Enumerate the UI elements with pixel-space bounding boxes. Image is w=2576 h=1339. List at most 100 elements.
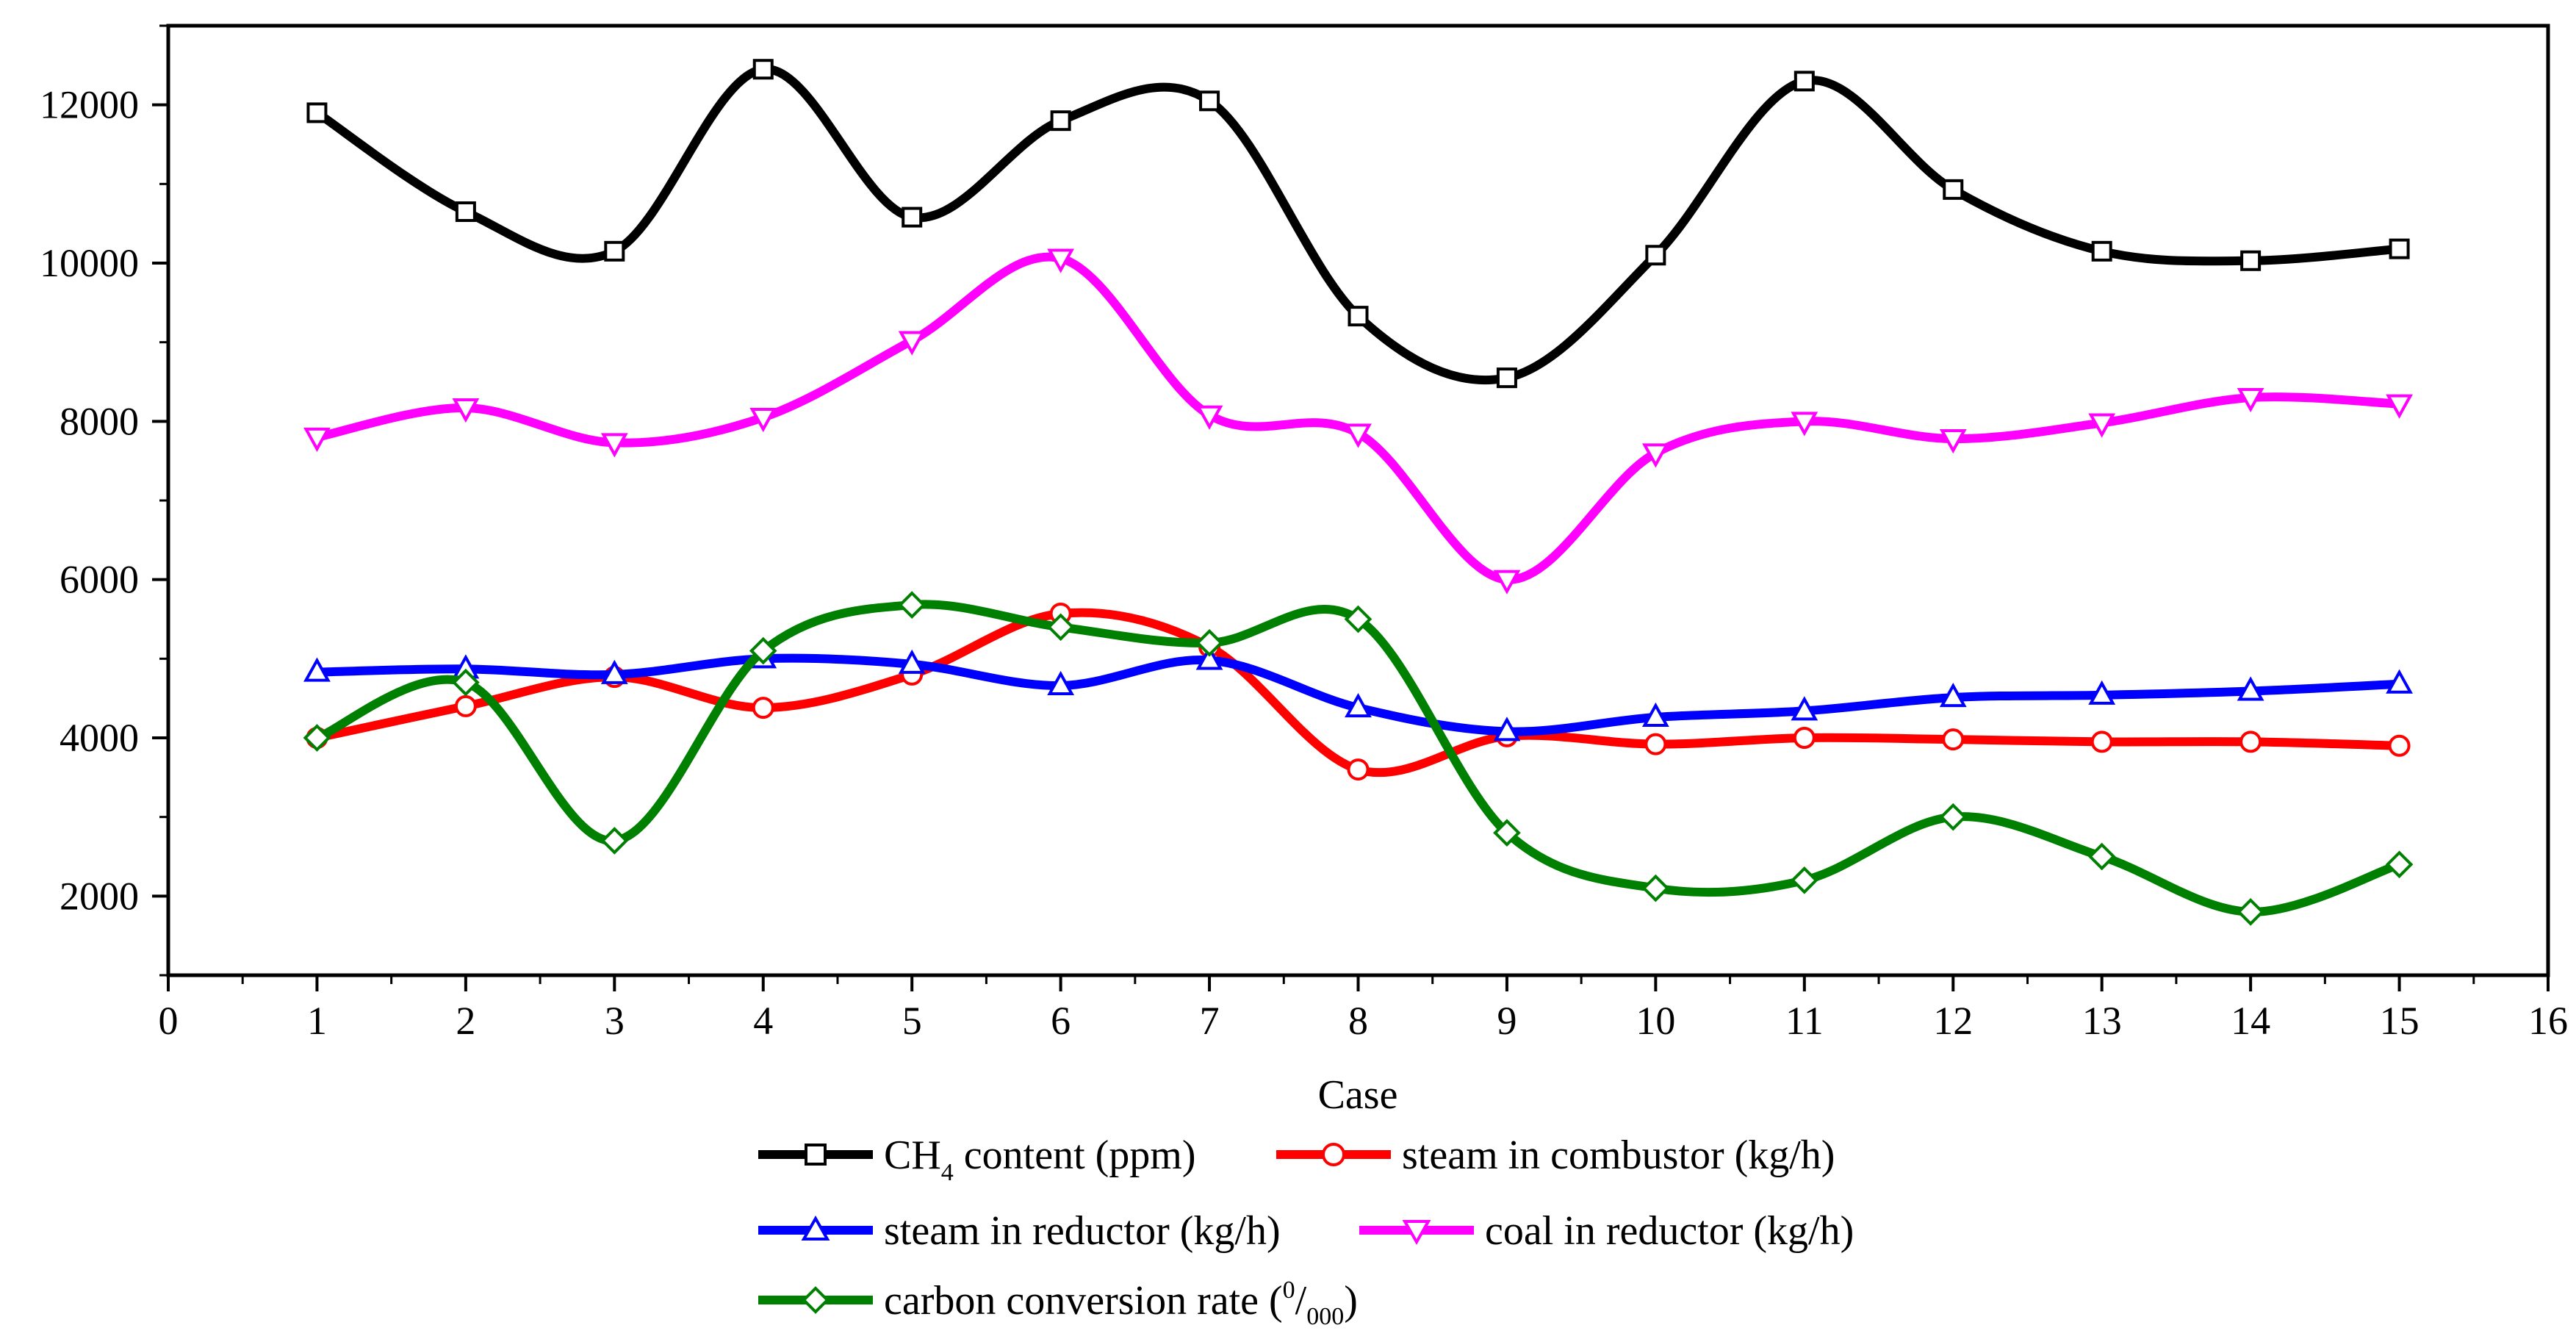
data-point-triangle-down [2237, 388, 2264, 413]
x-tick-label: 12 [1933, 999, 1973, 1043]
y-tick-label: 2000 [60, 874, 139, 918]
x-tick-label: 13 [2082, 999, 2122, 1043]
data-point-square [752, 59, 774, 80]
series-0 [306, 59, 2410, 389]
legend-marker-triangle-up [801, 1215, 830, 1241]
legend-marker-square [805, 1144, 827, 1166]
data-point-square [1645, 245, 1666, 266]
data-point-square [1348, 306, 1369, 327]
data-point-triangle-down [1047, 248, 1075, 273]
data-point-circle [2239, 730, 2262, 753]
data-point-diamond [1344, 605, 1372, 633]
data-point-circle [1793, 727, 1816, 749]
series-line [312, 600, 2404, 916]
data-point-diamond [2385, 850, 2414, 879]
data-point-diamond [1195, 628, 1223, 657]
data-point-diamond [452, 668, 480, 697]
data-point-circle [1347, 758, 1370, 781]
data-point-square [1050, 110, 1071, 132]
axis-layer: 0 1 2 3 4 5 6 7 8 9 10 11 12 13 14 15 162000400060008000… [40, 24, 2568, 1043]
series-layer [303, 59, 2414, 926]
data-point-triangle-up [898, 649, 926, 674]
legend-label-carbon-sup: 0 [1283, 1277, 1295, 1304]
data-point-diamond [1790, 866, 1818, 894]
x-tick-label: 15 [2380, 999, 2420, 1043]
data-point-diamond [1493, 819, 1521, 847]
data-point-triangle-down [1791, 412, 1818, 437]
data-point-triangle-up [2237, 676, 2264, 701]
data-point-diamond [303, 724, 331, 752]
data-point-triangle-up [2386, 669, 2413, 694]
data-point-square [604, 240, 625, 262]
legend-label-carbon-main: carbon conversion rate ( [884, 1278, 1283, 1324]
data-point-square [1199, 90, 1220, 112]
data-point-circle [1644, 733, 1667, 755]
legend-label-carbon-close: ) [1344, 1278, 1358, 1324]
x-axis-title: Case [1318, 1072, 1398, 1118]
x-tick-label: 9 [1497, 999, 1517, 1043]
data-point-triangle-up [1939, 682, 1967, 708]
data-point-triangle-up [1047, 670, 1075, 695]
series-3 [303, 248, 2413, 595]
series-line [312, 65, 2404, 385]
x-tick-label: 2 [456, 999, 475, 1043]
legend-item-steam-combustor: steam in combustor (kg/h) [1276, 1132, 1835, 1178]
data-point-triangle-up [303, 657, 331, 682]
legend-label-carbon-conversion: carbon conversion rate (0/000) [884, 1277, 1358, 1330]
legend-item-carbon-conversion: carbon conversion rate (0/000) [758, 1277, 1358, 1330]
y-tick-label: 10000 [40, 241, 139, 285]
data-point-triangle-down [2386, 394, 2413, 419]
legend-label-coal-reductor: coal in reductor (kg/h) [1485, 1208, 1854, 1254]
legend-item-ch4: CH4 content (ppm) [758, 1132, 1195, 1186]
x-tick-label: 7 [1200, 999, 1220, 1043]
data-point-square [1943, 179, 1964, 200]
data-point-triangle-up [2088, 680, 2116, 705]
data-point-circle [1942, 728, 1965, 751]
data-point-square [1794, 71, 1815, 92]
y-tick-label: 4000 [60, 716, 139, 760]
data-point-diamond [2087, 842, 2116, 871]
data-point-triangle-down [2088, 413, 2116, 438]
y-tick-label: 12000 [40, 83, 139, 127]
x-tick-label: 6 [1051, 999, 1071, 1043]
legend-marker-triangle-down [1402, 1220, 1431, 1246]
data-point-diamond [1641, 874, 1670, 902]
data-point-diamond [2237, 898, 2264, 926]
legend-label-ch4-rest: content (ppm) [954, 1132, 1196, 1178]
x-tick-label: 10 [1636, 999, 1675, 1043]
x-tick-label: 11 [1785, 999, 1824, 1043]
y-tick-label: 6000 [60, 558, 139, 602]
x-tick-label: 14 [2231, 999, 2270, 1043]
legend: CH4 content (ppm) steam in combustor (kg… [758, 1132, 1854, 1330]
data-point-triangle-down [898, 331, 926, 356]
data-point-triangle-down [1939, 429, 1967, 454]
legend-item-steam-reductor: steam in reductor (kg/h) [758, 1208, 1281, 1254]
x-tick-label: 1 [307, 999, 327, 1043]
legend-label-ch4-sub: 4 [941, 1159, 954, 1186]
data-point-triangle-down [749, 407, 777, 433]
x-tick-label: 8 [1348, 999, 1368, 1043]
data-point-diamond [749, 636, 777, 665]
data-point-square [455, 201, 476, 223]
x-tick-label: 5 [902, 999, 922, 1043]
x-tick-label: 0 [159, 999, 179, 1043]
data-point-square [2091, 240, 2112, 262]
y-tick-label: 8000 [60, 399, 139, 443]
data-point-triangle-up [1195, 645, 1223, 670]
data-point-triangle-up [1641, 702, 1669, 728]
data-point-triangle-up [1791, 696, 1818, 721]
x-tick-label: 16 [2528, 999, 2568, 1043]
data-point-triangle-up [1345, 692, 1372, 718]
legend-item-coal-reductor: coal in reductor (kg/h) [1359, 1208, 1854, 1254]
data-point-circle [2388, 734, 2411, 757]
data-point-triangle-up [600, 659, 628, 684]
data-point-circle [752, 697, 774, 719]
data-point-diamond [898, 591, 927, 619]
data-point-triangle-down [1195, 405, 1223, 430]
data-point-triangle-down [600, 433, 628, 458]
legend-marker-diamond [802, 1286, 830, 1314]
data-point-diamond [1046, 613, 1075, 642]
data-point-triangle-up [1493, 717, 1521, 742]
data-point-square [902, 207, 923, 228]
legend-marker-circle [1322, 1143, 1345, 1166]
